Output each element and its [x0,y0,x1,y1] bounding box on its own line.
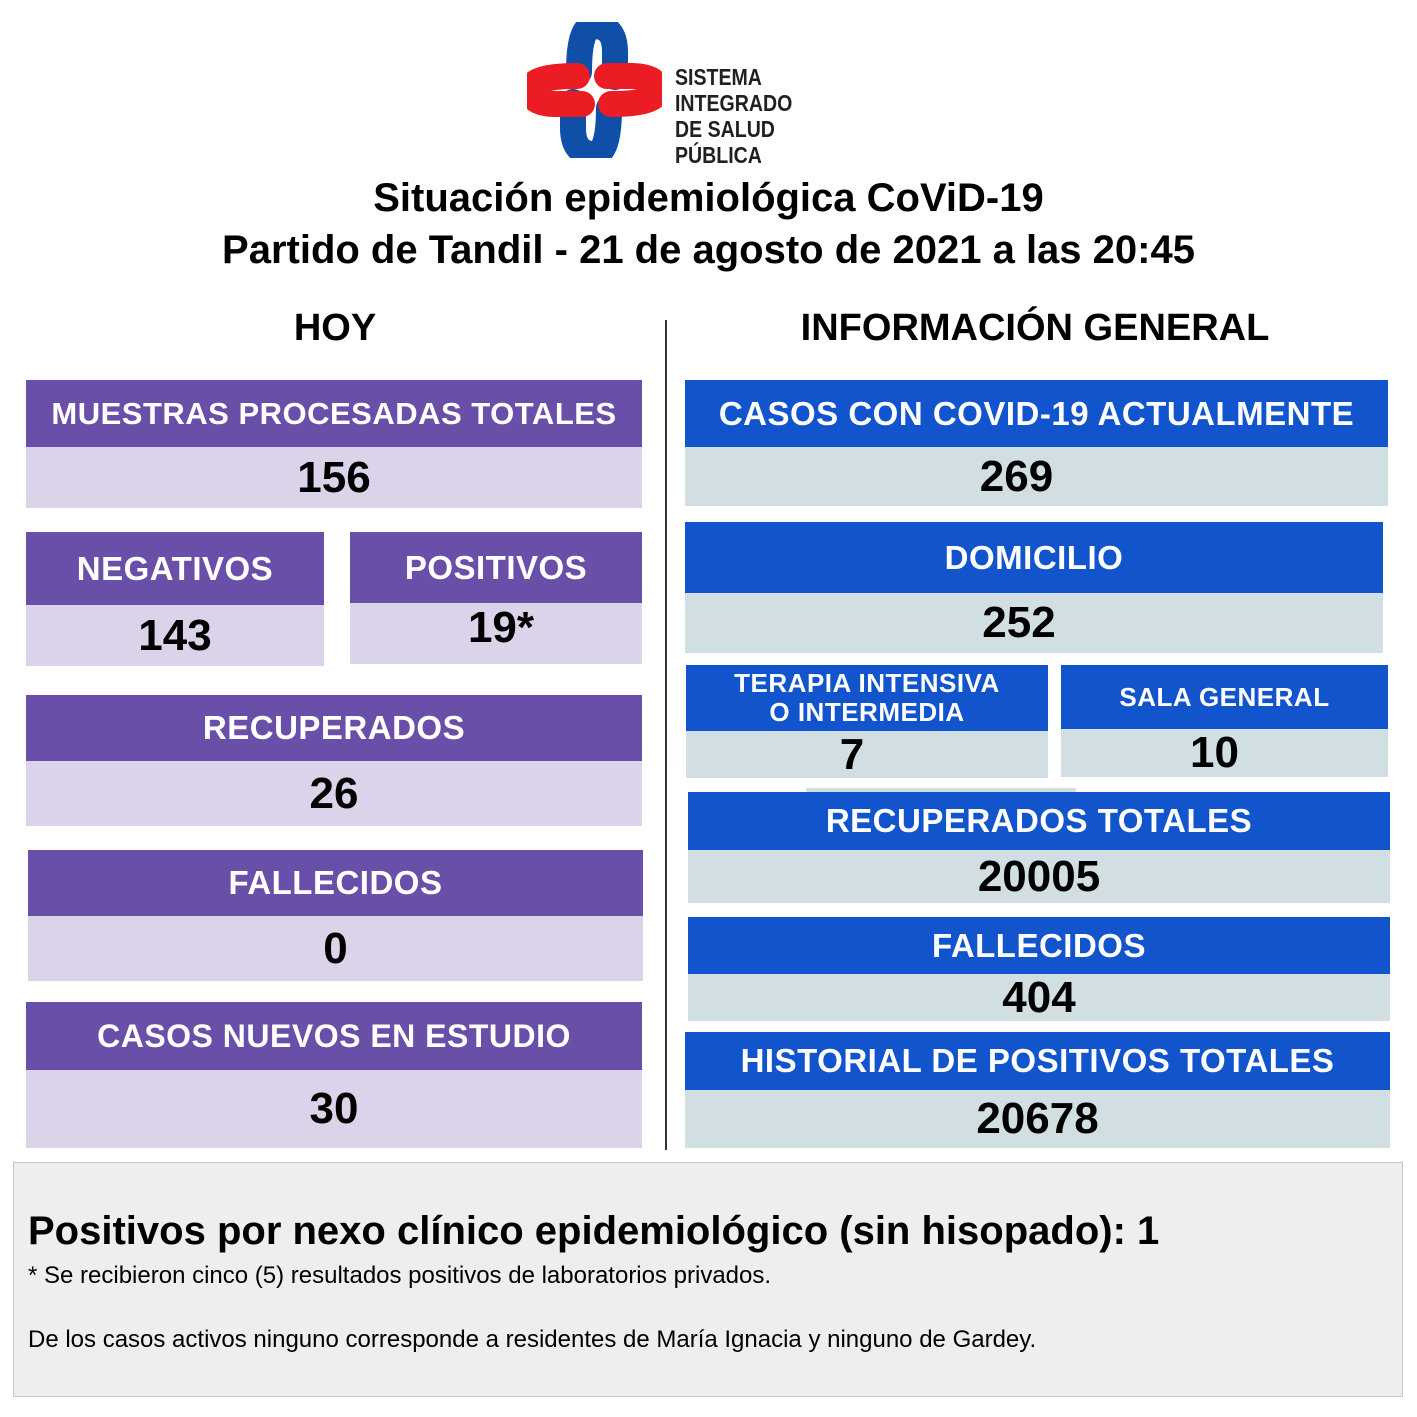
negativos-value: 143 [26,605,324,666]
footnote-privados: * Se recibieron cinco (5) resultados pos… [28,1262,772,1289]
terapia-label: TERAPIA INTENSIVA O INTERMEDIA [686,665,1048,731]
column-divider [665,320,667,1150]
terapia-label-line2: O INTERMEDIA [769,697,965,727]
sala-value: 10 [1061,728,1388,777]
terapia-label-line1: TERAPIA INTENSIVA [734,668,1000,698]
historial-value: 20678 [685,1090,1390,1148]
positivos-label: POSITIVOS [350,532,642,603]
historial-label: HISTORIAL DE POSITIVOS TOTALES [685,1032,1390,1090]
logo-cross-icon [527,22,662,158]
positivos-value: 19* [350,603,642,664]
decorative-bar [806,788,1076,793]
actuales-label: CASOS CON COVID-19 ACTUALMENTE [685,380,1388,447]
fallecidos-totales-label: FALLECIDOS [688,917,1390,974]
logo-text: SISTEMA INTEGRADO DE SALUD PÚBLICA [675,64,864,168]
muestras-value: 156 [26,447,642,508]
recuperados-totales-value: 20005 [688,850,1390,903]
fallecidos-hoy-value: 0 [28,916,643,981]
fallecidos-hoy-label: FALLECIDOS [28,850,643,916]
domicilio-value: 252 [685,593,1383,653]
terapia-value: 7 [686,730,1048,779]
footer-panel: Positivos por nexo clínico epidemiológic… [13,1162,1403,1397]
recuperados-hoy-label: RECUPERADOS [26,695,642,761]
logo-text-line2: DE SALUD PÚBLICA [675,116,775,168]
domicilio-label: DOMICILIO [685,522,1383,593]
recuperados-hoy-value: 26 [26,761,642,826]
sala-label: SALA GENERAL [1061,665,1388,729]
general-heading: INFORMACIÓN GENERAL [800,307,1270,349]
en-estudio-label: CASOS NUEVOS EN ESTUDIO [26,1002,642,1070]
page-subtitle: Partido de Tandil - 21 de agosto de 2021… [222,228,1195,272]
recuperados-totales-label: RECUPERADOS TOTALES [688,792,1390,850]
logo: SISTEMA INTEGRADO DE SALUD PÚBLICA [527,22,897,168]
en-estudio-value: 30 [26,1070,642,1148]
page-title: Situación epidemiológica CoViD-19 [373,176,1044,220]
logo-text-line1: SISTEMA INTEGRADO [675,64,793,116]
fallecidos-totales-value: 404 [688,973,1390,1022]
hoy-heading: HOY [293,307,377,349]
negativos-label: NEGATIVOS [26,532,324,605]
muestras-label: MUESTRAS PROCESADAS TOTALES [26,380,642,447]
actuales-value: 269 [685,447,1388,506]
footnote-localidades: De los casos activos ninguno corresponde… [28,1326,1037,1353]
nexo-text: Positivos por nexo clínico epidemiológic… [28,1209,1160,1253]
